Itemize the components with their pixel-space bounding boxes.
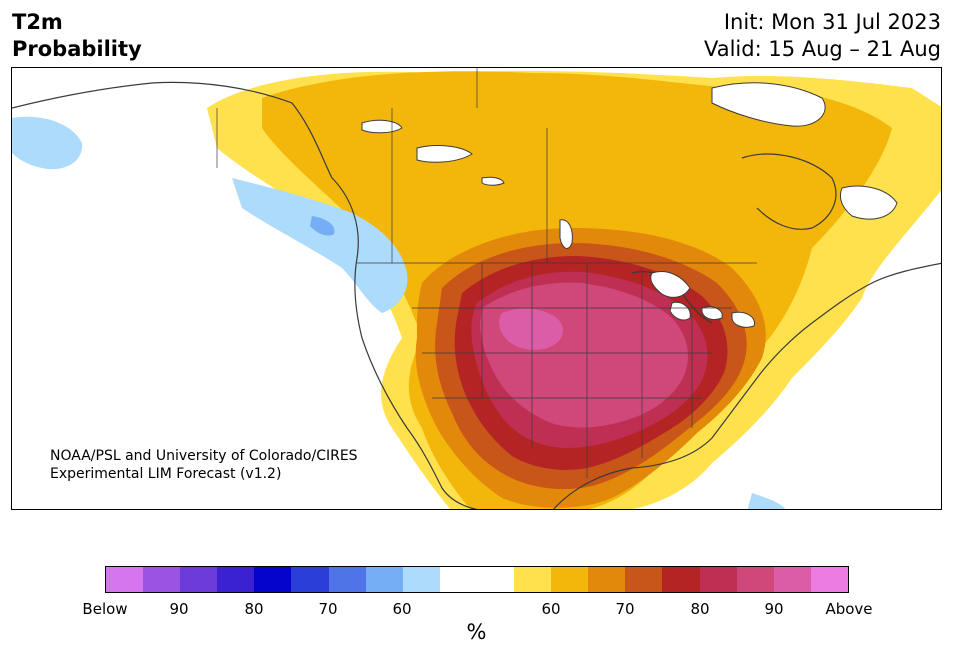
colorbar-segment xyxy=(254,567,292,592)
colorbar-tick-label: 60 xyxy=(541,600,561,618)
colorbar-segment xyxy=(662,567,700,592)
forecast-dates: Init: Mon 31 Jul 2023 Valid: 15 Aug – 21… xyxy=(704,9,941,63)
probability-map: NOAA/PSL and University of Colorado/CIRE… xyxy=(11,67,942,510)
colorbar-tick-label: 70 xyxy=(615,600,635,618)
colorbar-segment xyxy=(365,567,403,592)
warm-95-region xyxy=(499,308,564,350)
coastlines xyxy=(12,81,941,509)
colorbar-segment xyxy=(699,567,737,592)
credit-line-1: NOAA/PSL and University of Colorado/CIRE… xyxy=(50,448,358,464)
title-variable: T2m xyxy=(12,10,63,34)
colorbar-tick-label: 80 xyxy=(244,600,264,618)
colorbar-tick-label: Above xyxy=(825,600,873,618)
colorbar-segment xyxy=(291,567,329,592)
colorbar-tick-label: 90 xyxy=(764,600,784,618)
lakes xyxy=(361,119,756,328)
colorbar-tick-label: 60 xyxy=(392,600,412,618)
map-canvas xyxy=(12,68,941,509)
colorbar-segment xyxy=(810,567,848,592)
title-product: Probability xyxy=(12,37,142,61)
arctic-islands xyxy=(711,82,898,220)
colorbar-tick-label: 80 xyxy=(690,600,710,618)
colorbar-segment xyxy=(625,567,663,592)
colorbar-segment xyxy=(439,567,477,592)
colorbar-tick-label: 70 xyxy=(318,600,338,618)
cold-60-region xyxy=(12,116,786,509)
init-date: Init: Mon 31 Jul 2023 xyxy=(723,10,941,34)
colorbar-ticks: Below 90 80 70 60 60 70 80 90 Above xyxy=(0,600,953,620)
colorbar-segment xyxy=(588,567,626,592)
colorbar-segment xyxy=(328,567,366,592)
colorbar-segment xyxy=(773,567,811,592)
colorbar-segment xyxy=(476,567,515,592)
valid-range: Valid: 15 Aug – 21 Aug xyxy=(703,37,941,61)
colorbar-segment xyxy=(736,567,774,592)
colorbar-tick-label: 90 xyxy=(169,600,189,618)
colorbar-segment xyxy=(180,567,218,592)
map-credit: NOAA/PSL and University of Colorado/CIRE… xyxy=(50,447,358,483)
political-borders xyxy=(216,68,757,478)
colorbar-segment xyxy=(217,567,255,592)
colorbar-segment xyxy=(551,567,589,592)
colorbar-tick-label: Below xyxy=(82,600,128,618)
cold-65-region xyxy=(310,216,335,236)
colorbar-segment xyxy=(514,567,552,592)
colorbar-segment xyxy=(106,567,144,592)
map-title: T2m Probability xyxy=(12,9,142,63)
credit-line-2: Experimental LIM Forecast (v1.2) xyxy=(50,466,282,482)
colorbar-units: % xyxy=(466,620,487,644)
probability-colorbar xyxy=(105,566,849,593)
colorbar-segment xyxy=(402,567,440,592)
colorbar-segment xyxy=(143,567,181,592)
